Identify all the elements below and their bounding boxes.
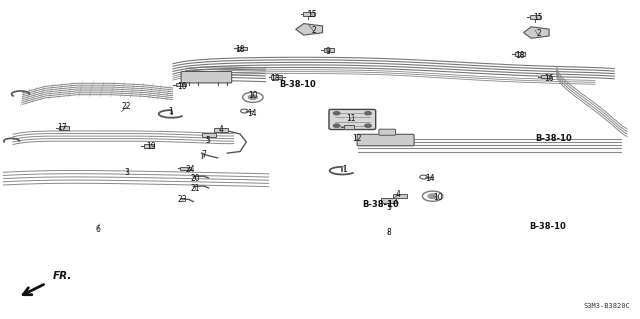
Text: 10: 10	[433, 193, 444, 202]
Text: 1: 1	[342, 165, 347, 174]
Bar	[381, 198, 396, 203]
Bar	[144, 144, 154, 148]
Bar	[176, 83, 186, 86]
Polygon shape	[524, 27, 549, 38]
Text: 8: 8	[386, 228, 391, 237]
Bar	[214, 128, 228, 132]
Text: S3M3-B3820C: S3M3-B3820C	[584, 303, 630, 309]
Text: 5: 5	[205, 136, 211, 145]
Bar	[393, 194, 407, 198]
Bar	[344, 125, 354, 129]
Text: 7: 7	[201, 150, 206, 159]
Text: 18: 18	[236, 45, 244, 54]
Text: 21: 21	[191, 184, 200, 193]
Circle shape	[365, 112, 371, 115]
FancyBboxPatch shape	[379, 129, 396, 135]
Text: 16: 16	[177, 82, 188, 91]
Text: 5: 5	[387, 203, 392, 212]
FancyBboxPatch shape	[329, 109, 376, 130]
Text: 17: 17	[57, 123, 67, 132]
Text: FR.: FR.	[52, 271, 72, 281]
Text: 3: 3	[124, 168, 129, 177]
Text: 1: 1	[168, 107, 173, 116]
Text: B-38-10: B-38-10	[535, 134, 572, 143]
Bar	[271, 75, 282, 79]
Text: 15: 15	[532, 13, 543, 22]
Circle shape	[365, 124, 371, 127]
FancyBboxPatch shape	[181, 71, 232, 83]
Text: 23: 23	[177, 195, 188, 204]
Text: 2: 2	[536, 29, 541, 38]
Bar	[515, 52, 525, 56]
Bar	[324, 48, 334, 52]
Text: 18: 18	[515, 51, 524, 60]
Text: 14: 14	[246, 109, 257, 118]
Text: 9: 9	[326, 47, 331, 56]
Bar	[541, 75, 551, 78]
Text: B-38-10: B-38-10	[279, 80, 316, 89]
Circle shape	[333, 112, 340, 115]
Text: 4: 4	[218, 125, 223, 134]
Text: 13: 13	[270, 74, 280, 83]
Bar	[180, 167, 191, 170]
Text: 20: 20	[190, 174, 200, 183]
Text: B-38-10: B-38-10	[529, 222, 566, 231]
Text: 11: 11	[346, 114, 355, 122]
Text: 24: 24	[186, 165, 196, 174]
Text: 12: 12	[353, 134, 362, 143]
Circle shape	[428, 194, 437, 198]
FancyBboxPatch shape	[357, 134, 414, 146]
Bar	[202, 133, 216, 137]
Text: 10: 10	[248, 91, 258, 100]
Bar	[237, 47, 247, 50]
Text: 6: 6	[95, 225, 100, 234]
Text: 19: 19	[146, 142, 156, 151]
Text: 14: 14	[425, 174, 435, 183]
Text: 22: 22	[122, 102, 131, 111]
Polygon shape	[296, 24, 323, 35]
Text: 4: 4	[396, 190, 401, 199]
Bar	[530, 15, 540, 19]
Text: 16: 16	[544, 74, 554, 83]
Circle shape	[333, 124, 340, 127]
Bar	[59, 126, 69, 130]
Text: 15: 15	[307, 10, 317, 19]
Text: 2: 2	[311, 26, 316, 35]
Bar	[303, 12, 314, 16]
Circle shape	[248, 95, 257, 100]
Text: B-38-10: B-38-10	[362, 200, 399, 209]
